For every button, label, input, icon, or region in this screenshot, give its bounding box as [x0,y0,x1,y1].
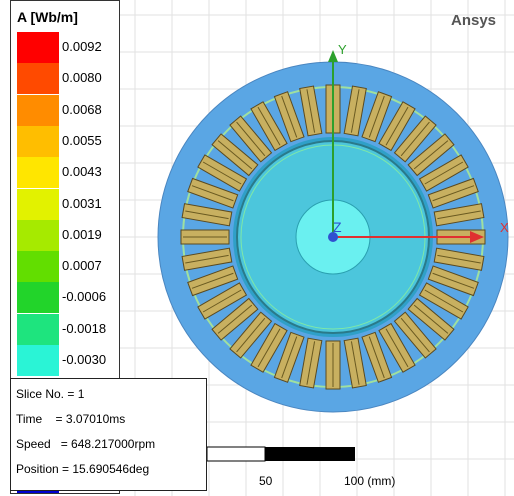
legend-swatch [17,95,59,126]
info-row: Time = 3.07010ms [16,412,125,426]
legend-label: -0.0018 [62,321,106,337]
info-row: Speed = 648.217000rpm [16,437,155,451]
legend-label: 0.0068 [62,102,102,118]
legend-label: 0.0007 [62,258,102,274]
axis-label-z: Z [333,219,342,235]
legend-label: 0.0080 [62,70,102,86]
axis-label-y: Y [338,42,347,57]
legend-label: 0.0043 [62,164,102,180]
legend-swatch [17,282,59,313]
field-plot-view: Y X Z A [Wb/m] 0.0092 0.0080 0.0068 0.0055 0… [0,0,514,496]
legend-swatch [17,63,59,94]
legend-label: 0.0092 [62,39,102,55]
legend-swatch [17,157,59,188]
legend-swatch [17,32,59,63]
legend-swatch [17,220,59,251]
legend-label: 0.0031 [62,196,102,212]
brand-label: Ansys [451,12,496,29]
scale-label: 100 (mm) [344,474,395,488]
legend-label: -0.0006 [62,289,106,305]
legend-swatch [17,189,59,220]
legend-swatch [17,126,59,157]
legend-swatch [17,314,59,345]
legend-swatch [17,251,59,282]
stator-slot [326,341,340,389]
info-row: Position = 15.690546deg [16,462,149,476]
legend-label: 0.0019 [62,227,102,243]
legend-title: A [Wb/m] [17,9,78,25]
legend-swatch [17,345,59,376]
legend-label: -0.0030 [62,352,106,368]
axis-label-x: X [500,220,509,235]
stator-slot [181,230,229,244]
info-row: Slice No. = 1 [16,387,84,401]
scale-bar [207,447,355,461]
info-box: Slice No. = 1 Time = 3.07010ms Speed = 648… [10,378,207,491]
scale-label: 50 [259,474,272,488]
legend-label: 0.0055 [62,133,102,149]
